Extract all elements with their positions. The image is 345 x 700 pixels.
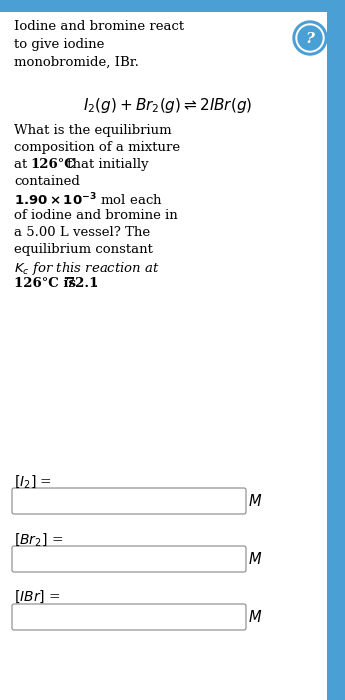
Text: of iodine and bromine in: of iodine and bromine in xyxy=(14,209,178,222)
Text: $M$: $M$ xyxy=(248,493,262,509)
Text: $M$: $M$ xyxy=(248,609,262,625)
Text: equilibrium constant: equilibrium constant xyxy=(14,243,153,256)
FancyBboxPatch shape xyxy=(12,546,246,572)
Text: $\mathbf{1.90 \times 10^{-3}}$ mol each: $\mathbf{1.90 \times 10^{-3}}$ mol each xyxy=(14,192,162,209)
Text: to give iodine: to give iodine xyxy=(14,38,105,51)
Text: ?: ? xyxy=(306,32,314,46)
FancyBboxPatch shape xyxy=(12,604,246,630)
Circle shape xyxy=(298,26,322,50)
Text: that initially: that initially xyxy=(63,158,149,171)
Text: a 5.00 L vessel? The: a 5.00 L vessel? The xyxy=(14,226,150,239)
Text: $K_c$ for this reaction at: $K_c$ for this reaction at xyxy=(14,260,160,277)
Bar xyxy=(327,0,345,700)
Text: $[IBr]$ =: $[IBr]$ = xyxy=(14,589,61,606)
Text: $\mathit{I_2}(g) + \mathit{Br_2}(g) \rightleftharpoons 2\mathit{IBr}(g)$: $\mathit{I_2}(g) + \mathit{Br_2}(g) \rig… xyxy=(83,96,253,115)
Text: composition of a mixture: composition of a mixture xyxy=(14,141,180,154)
Circle shape xyxy=(293,21,327,55)
Text: .: . xyxy=(94,277,98,290)
Text: Iodine and bromine react: Iodine and bromine react xyxy=(14,20,184,33)
Text: 126°C: 126°C xyxy=(30,158,75,171)
Text: contained: contained xyxy=(14,175,80,188)
Text: What is the equilibrium: What is the equilibrium xyxy=(14,124,171,137)
FancyBboxPatch shape xyxy=(12,488,246,514)
Text: at: at xyxy=(14,158,31,171)
Text: $M$: $M$ xyxy=(248,551,262,567)
Circle shape xyxy=(296,24,324,52)
Text: monobromide, IBr.: monobromide, IBr. xyxy=(14,56,139,69)
Text: $[Br_2]$ =: $[Br_2]$ = xyxy=(14,531,63,548)
Bar xyxy=(0,0,345,12)
Text: 72.1: 72.1 xyxy=(66,277,98,290)
Text: 126°C is: 126°C is xyxy=(14,277,81,290)
Text: $[I_2]$ =: $[I_2]$ = xyxy=(14,473,52,490)
